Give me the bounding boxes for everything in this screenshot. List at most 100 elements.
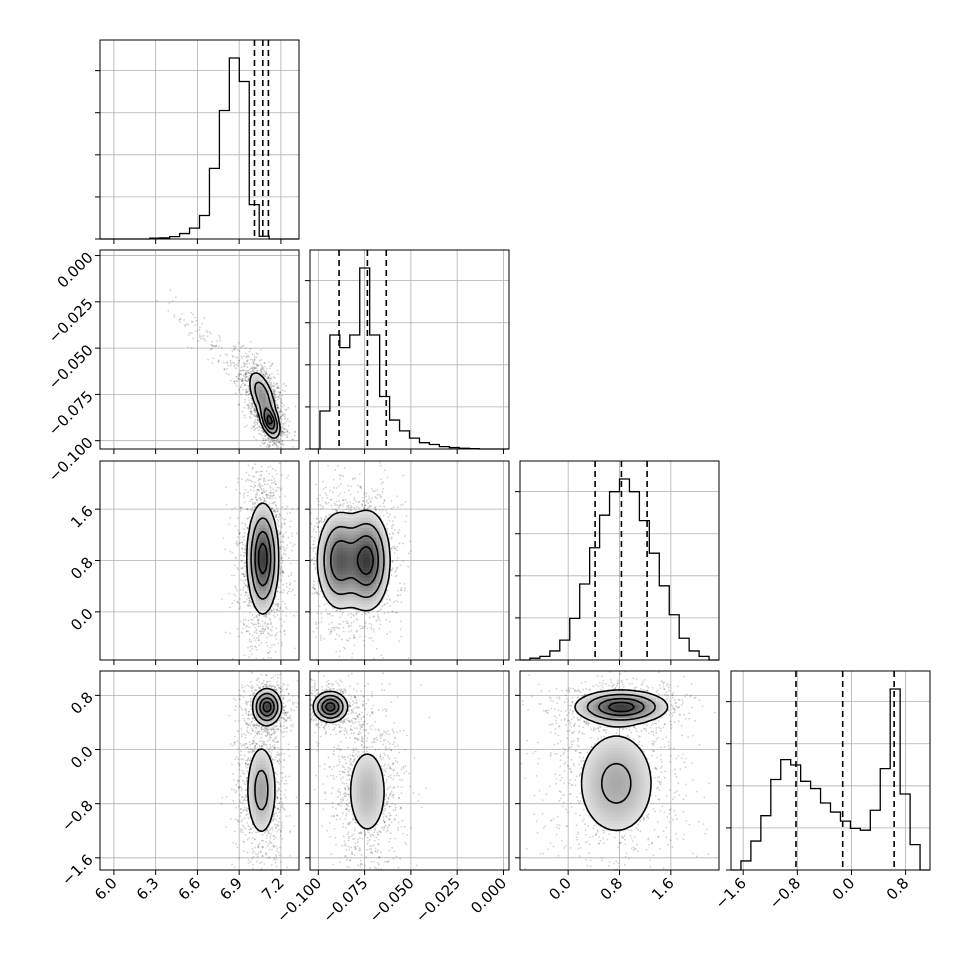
scatter-point (233, 593, 236, 596)
scatter-point (253, 410, 256, 413)
scatter-point (270, 386, 273, 389)
scatter-point (383, 612, 386, 615)
density-cell (255, 372, 260, 377)
scatter-point (279, 392, 281, 394)
scatter-point (282, 546, 285, 548)
scatter-point (273, 397, 276, 400)
scatter-point (409, 540, 412, 543)
density-cell (265, 543, 270, 548)
scatter-point (236, 627, 239, 630)
scatter-point (244, 371, 247, 374)
scatter-point (265, 625, 268, 627)
scatter-point (311, 558, 314, 561)
scatter-point (239, 507, 242, 510)
scatter-point (273, 442, 275, 444)
scatter-point (276, 462, 278, 464)
scatter-point (254, 645, 257, 648)
density-cell (269, 429, 273, 433)
scatter-point (247, 589, 250, 591)
scatter-point (317, 526, 319, 529)
scatter-point (276, 386, 278, 389)
scatter-point (229, 361, 232, 364)
scatter-point (393, 529, 396, 531)
density-cell (252, 520, 257, 525)
density-cell (269, 567, 273, 571)
scatter-point (312, 530, 315, 533)
scatter-point (248, 626, 251, 629)
scatter-point (255, 364, 258, 366)
scatter-point (273, 382, 275, 384)
scatter-point (281, 406, 284, 408)
scatter-point (243, 492, 246, 494)
scatter-point (271, 440, 274, 443)
scatter-point (241, 547, 244, 550)
scatter-point (276, 404, 279, 407)
scatter-point (386, 512, 388, 514)
scatter-point (306, 479, 308, 481)
scatter-point (217, 359, 220, 362)
scatter-point (293, 580, 296, 583)
density-cell (259, 606, 264, 611)
density-cell (262, 425, 267, 430)
scatter-point (373, 615, 375, 618)
contour-line (257, 542, 268, 575)
scatter-point (281, 443, 284, 446)
scatter-point (281, 570, 284, 573)
scatter-point (287, 406, 290, 409)
scatter-point (206, 335, 209, 338)
scatter-point (286, 544, 288, 547)
scatter-point (270, 438, 273, 440)
density-cell (255, 395, 260, 400)
scatter-point (306, 532, 308, 534)
scatter-point (392, 506, 395, 509)
density-cell (262, 533, 267, 538)
scatter-point (283, 633, 286, 636)
scatter-point (251, 480, 253, 483)
density-cell (259, 415, 264, 420)
scatter-point (283, 620, 285, 623)
scatter-point (274, 483, 277, 486)
scatter-point (281, 562, 284, 564)
scatter-point (342, 499, 345, 502)
scatter-point (314, 546, 317, 549)
scatter-point (180, 317, 183, 320)
density-cell (249, 530, 254, 535)
scatter-point (226, 361, 229, 364)
scatter-point (244, 522, 247, 525)
density-cell (262, 580, 267, 585)
scatter-point (380, 608, 382, 611)
scatter-point (243, 455, 245, 457)
density-cell (262, 547, 267, 552)
scatter-point (252, 466, 254, 469)
scatter-point (361, 503, 363, 506)
scatter-point (273, 443, 276, 445)
density-cell (265, 560, 270, 565)
scatter-point (223, 368, 226, 371)
scatter-point (279, 546, 281, 549)
scatter-point (291, 535, 294, 538)
scatter-point (270, 382, 272, 384)
density-cell (249, 385, 254, 390)
contour-line (246, 502, 280, 615)
density-cell (255, 596, 260, 601)
scatter-point (273, 510, 275, 512)
scatter-point (279, 532, 282, 535)
scatter-point (250, 410, 253, 413)
density-cell (259, 593, 264, 598)
scatter-point (341, 613, 344, 616)
scatter-point (244, 591, 247, 594)
scatter-point (286, 430, 289, 432)
scatter-point (240, 366, 243, 369)
density-cell (265, 567, 270, 571)
scatter-point (276, 406, 279, 409)
scatter-point (296, 656, 298, 658)
scatter-point (255, 471, 257, 474)
scatter-point (285, 408, 288, 411)
scatter-point (334, 626, 337, 629)
scatter-point (244, 374, 247, 376)
scatter-point (253, 422, 256, 425)
scatter-point (339, 492, 342, 495)
scatter-point (271, 362, 273, 365)
scatter-point (271, 497, 274, 499)
scatter-point (269, 623, 272, 626)
